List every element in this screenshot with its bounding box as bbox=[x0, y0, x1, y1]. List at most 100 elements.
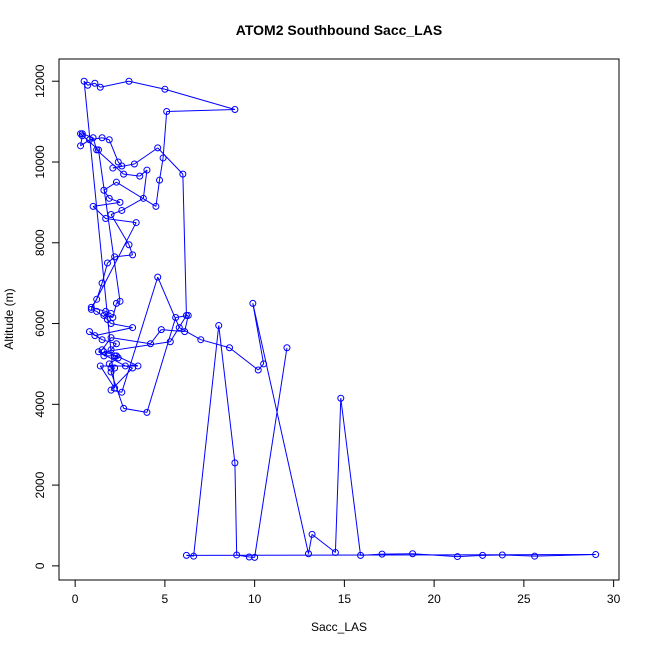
data-point bbox=[337, 394, 345, 402]
data-point bbox=[260, 360, 268, 368]
x-tick-label: 5 bbox=[162, 592, 169, 606]
series-segment bbox=[157, 147, 184, 175]
data-point bbox=[163, 108, 171, 116]
data-point bbox=[226, 344, 234, 352]
series-segment bbox=[108, 363, 112, 369]
series-segment bbox=[99, 365, 116, 389]
data-point bbox=[233, 551, 241, 559]
data-point bbox=[409, 550, 417, 558]
series-segment bbox=[103, 181, 117, 191]
data-point bbox=[107, 368, 115, 376]
data-point bbox=[93, 295, 101, 303]
series-segment bbox=[97, 149, 121, 302]
data-point bbox=[129, 364, 137, 372]
data-point bbox=[453, 553, 461, 561]
series-segment bbox=[109, 197, 121, 203]
data-point bbox=[100, 352, 108, 360]
series-segment bbox=[159, 157, 164, 181]
data-point bbox=[103, 316, 111, 323]
data-point bbox=[182, 551, 190, 559]
data-point bbox=[181, 328, 189, 336]
data-point bbox=[118, 206, 126, 214]
data-point bbox=[245, 553, 253, 561]
series-segment bbox=[155, 180, 161, 207]
data-point bbox=[152, 202, 160, 210]
data-point bbox=[114, 158, 122, 166]
series-points bbox=[77, 77, 600, 561]
series-segment bbox=[164, 88, 236, 110]
data-point bbox=[143, 166, 151, 174]
data-point bbox=[105, 360, 113, 368]
series-segment bbox=[96, 149, 124, 175]
series-segment bbox=[236, 554, 250, 558]
series-segment bbox=[105, 218, 137, 224]
data-point bbox=[154, 273, 162, 281]
data-point bbox=[120, 404, 128, 412]
y-tick-label: 6000 bbox=[33, 310, 47, 337]
data-point bbox=[105, 136, 113, 144]
series-segment bbox=[123, 407, 148, 413]
series-segment bbox=[101, 337, 112, 351]
series-segment bbox=[80, 139, 90, 147]
series-segment bbox=[200, 339, 230, 349]
data-point bbox=[94, 146, 102, 154]
series-segment bbox=[169, 315, 187, 342]
data-point bbox=[231, 459, 239, 467]
y-tick-label: 0 bbox=[33, 562, 47, 569]
series-segment bbox=[334, 398, 342, 553]
x-tick-label: 0 bbox=[72, 592, 79, 606]
data-point bbox=[98, 134, 106, 142]
data-point bbox=[96, 362, 104, 370]
data-point bbox=[172, 313, 180, 321]
data-point bbox=[190, 552, 198, 560]
series-segment bbox=[142, 170, 148, 199]
series-segment bbox=[110, 367, 133, 391]
data-point bbox=[112, 340, 120, 348]
series-segment bbox=[254, 347, 288, 558]
data-point bbox=[112, 178, 120, 186]
series-segment bbox=[110, 337, 151, 345]
data-point bbox=[143, 408, 151, 416]
series-segment bbox=[161, 329, 185, 333]
y-tick-label: 4000 bbox=[33, 391, 47, 418]
data-point bbox=[121, 362, 129, 370]
y-axis-label: Altitude (m) bbox=[2, 288, 16, 349]
data-point bbox=[107, 309, 115, 317]
data-point bbox=[331, 549, 339, 557]
data-point bbox=[147, 340, 155, 348]
series-segment bbox=[112, 163, 135, 169]
series-segment bbox=[110, 214, 130, 246]
series-segment bbox=[457, 554, 483, 558]
x-axis-label: Sacc_LAS bbox=[311, 620, 367, 634]
data-point bbox=[254, 366, 262, 374]
data-point bbox=[166, 338, 174, 346]
data-point bbox=[161, 85, 169, 93]
data-point bbox=[98, 279, 106, 287]
y-tick-label: 12000 bbox=[33, 64, 47, 98]
x-axis: 0 5 10 15 20 25 30 bbox=[72, 579, 621, 606]
series-segment bbox=[90, 222, 137, 310]
data-point bbox=[107, 334, 115, 342]
series-segment bbox=[108, 139, 119, 163]
x-tick-label: 20 bbox=[427, 592, 441, 606]
series-segment bbox=[103, 351, 117, 357]
data-point bbox=[87, 303, 95, 311]
data-point bbox=[107, 386, 115, 394]
data-point bbox=[84, 81, 92, 89]
series-segment bbox=[218, 325, 236, 463]
x-tick-label: 25 bbox=[517, 592, 531, 606]
plot-frame bbox=[58, 58, 620, 581]
series-segment bbox=[80, 133, 83, 137]
y-tick-label: 10000 bbox=[33, 145, 47, 179]
series-segment bbox=[166, 108, 235, 113]
series-segment bbox=[128, 244, 134, 256]
series-segment bbox=[110, 343, 117, 351]
data-point bbox=[103, 259, 111, 267]
data-point bbox=[111, 384, 119, 392]
data-point bbox=[118, 388, 126, 396]
series-segment bbox=[146, 317, 177, 413]
data-point bbox=[118, 162, 126, 170]
data-point bbox=[592, 551, 600, 559]
series-segment bbox=[182, 174, 187, 316]
